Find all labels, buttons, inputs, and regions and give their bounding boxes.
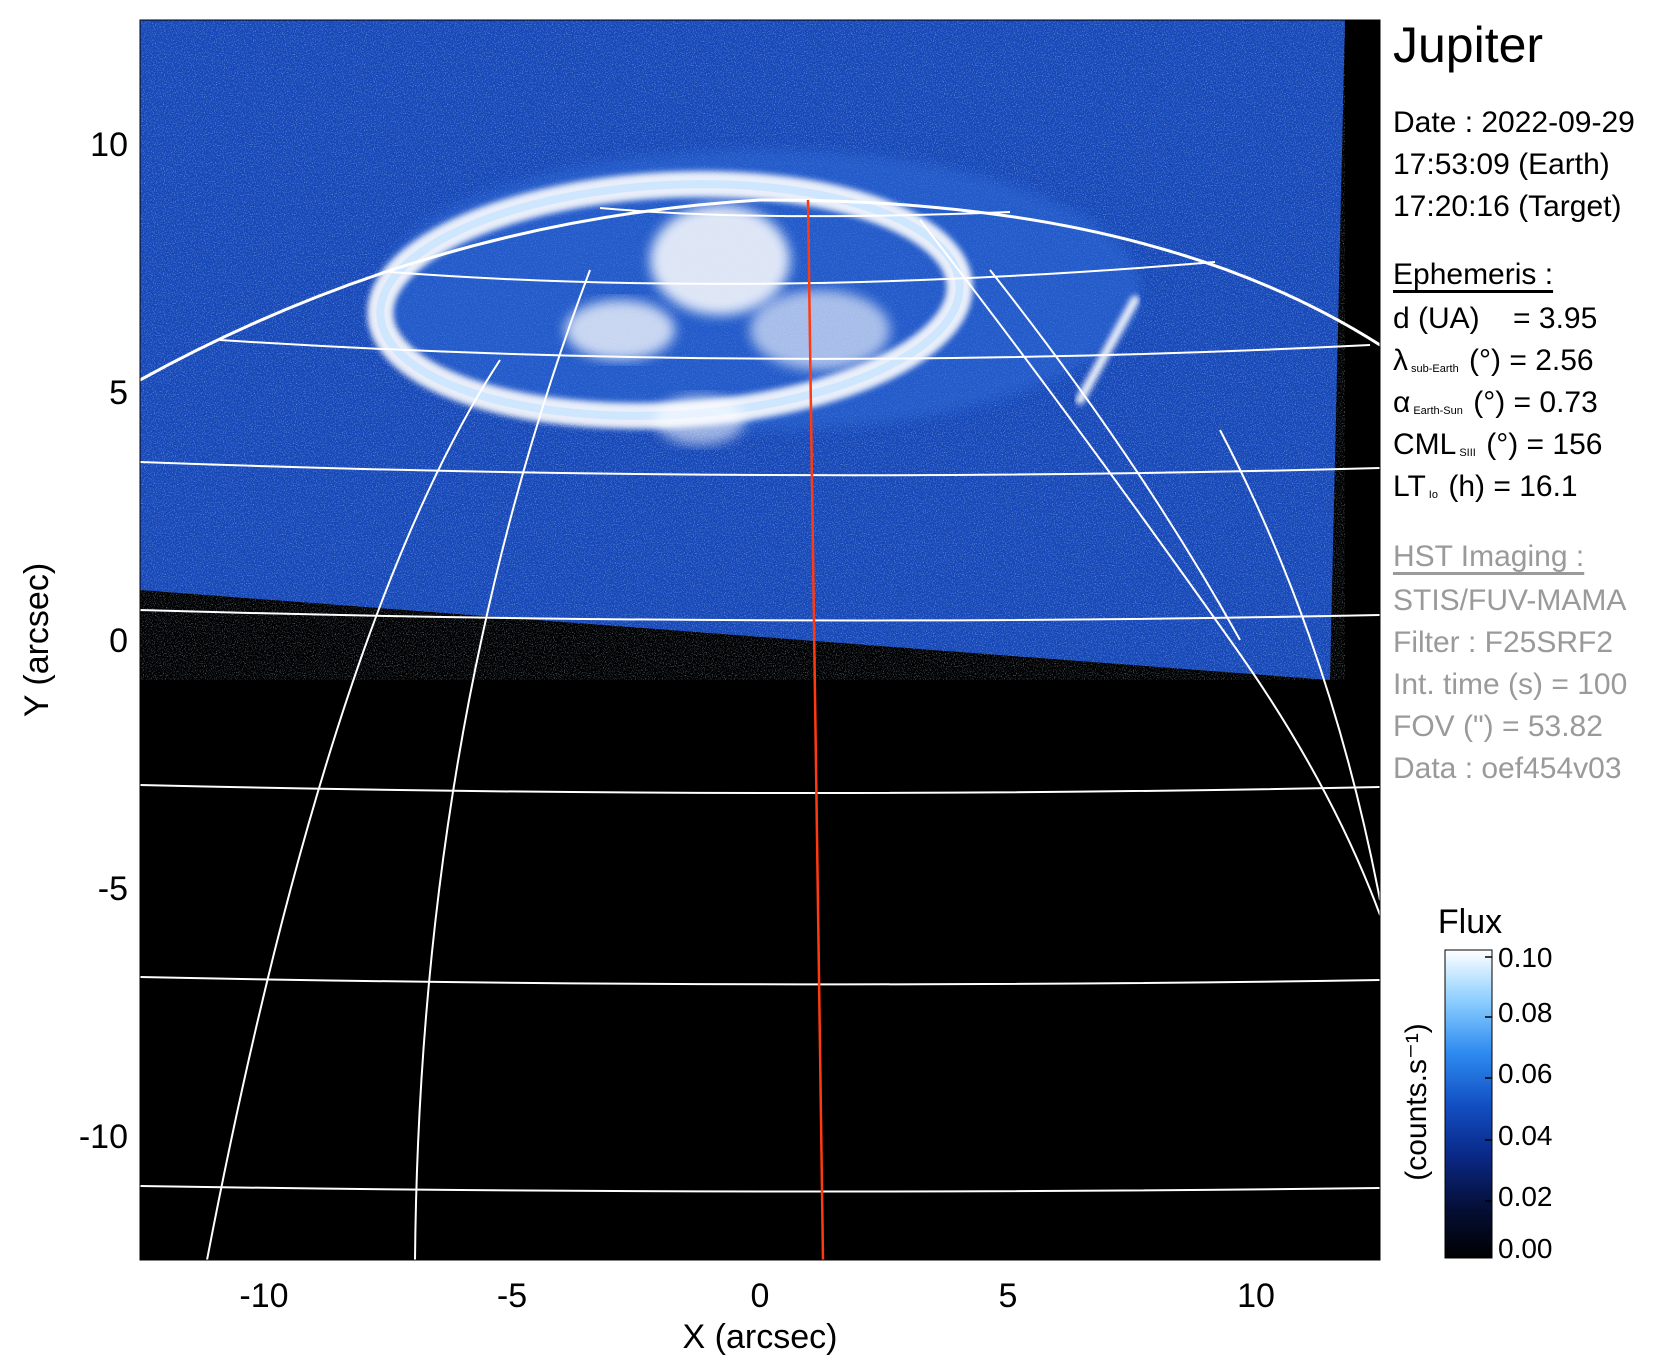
y-tick-label: -10: [79, 1118, 128, 1156]
phase-symbol: α: [1393, 386, 1411, 419]
distance-symbol: d (UA): [1393, 302, 1480, 335]
instrument-data-id: Data : oef454v03: [1393, 752, 1622, 785]
ephemeris-distance: d (UA) = 3.95: [1393, 298, 1597, 340]
colorbar-title: Flux: [1438, 903, 1502, 941]
colorbar-ticks: [1485, 956, 1492, 1202]
lt-value: = 16.1: [1493, 470, 1578, 503]
observation-date: Date : 2022-09-29: [1393, 106, 1635, 139]
latitude-subscript: sub-Earth: [1411, 363, 1459, 375]
lat-lon-grid: [140, 198, 1380, 1260]
cml-symbol: CML: [1393, 428, 1457, 461]
x-tick-label: 0: [751, 1277, 770, 1315]
lt-unit: (h): [1448, 470, 1485, 503]
x-tick-label: -5: [497, 1277, 527, 1315]
target-name: Jupiter: [1393, 17, 1544, 73]
auroral-image: [140, 20, 1380, 1260]
tick-labels: -10 -5 0 5 10 10 5 0 -5 -10: [79, 126, 1275, 1315]
y-tick-label: 0: [109, 622, 128, 660]
ephemeris-phase: α Earth-Sun (°) = 0.73: [1393, 382, 1598, 432]
instrument-filter: Filter : F25SRF2: [1393, 626, 1614, 659]
x-tick-label: 5: [999, 1277, 1018, 1315]
phase-unit: (°): [1473, 386, 1506, 419]
target-time: 17:20:16 (Target): [1393, 190, 1622, 223]
ephemeris-latitude: λ sub-Earth (°) = 2.56: [1393, 340, 1594, 390]
instrument-integration-time: Int. time (s) = 100: [1393, 668, 1628, 701]
latitude-symbol: λ: [1393, 344, 1408, 377]
cml-value: = 156: [1526, 428, 1603, 461]
ephemeris-header: Ephemeris :: [1393, 258, 1554, 291]
colorbar-tick-label: 0.08: [1498, 997, 1553, 1028]
earth-time: 17:53:09 (Earth): [1393, 148, 1610, 181]
colorbar-gradient: [1444, 949, 1493, 1259]
colorbar-tick-labels: 0.10 0.08 0.06 0.04 0.02 0.00: [1498, 942, 1553, 1264]
ephemeris-cml: CML SIII (°) = 156: [1393, 424, 1602, 474]
cml-unit: (°): [1486, 428, 1519, 461]
central-meridian: [806, 199, 825, 1260]
colorbar-tick-label: 0.00: [1498, 1233, 1553, 1264]
colorbar: Flux (counts.s⁻¹) 0.10 0.08 0.06 0.04 0.…: [1400, 903, 1553, 1264]
colorbar-tick-label: 0.10: [1498, 942, 1553, 973]
y-tick-label: -5: [98, 870, 128, 908]
colorbar-tick-label: 0.06: [1498, 1058, 1553, 1089]
phase-subscript: Earth-Sun: [1413, 405, 1463, 417]
y-axis-label: Y (arcsec): [18, 563, 56, 717]
x-tick-label: 10: [1237, 1277, 1275, 1315]
latitude-unit: (°): [1469, 344, 1502, 377]
y-tick-label: 10: [90, 126, 128, 164]
lt-subscript: Io: [1428, 489, 1438, 501]
plot-frame: [139, 19, 1381, 1261]
ephemeris-local-time: LT Io (h) = 16.1: [1393, 466, 1578, 516]
distance-value: = 3.95: [1513, 302, 1598, 335]
auroral-patch: [650, 205, 790, 315]
instrument-fov: FOV (") = 53.82: [1393, 710, 1603, 743]
latitude-value: = 2.56: [1509, 344, 1594, 377]
y-tick-label: 5: [109, 374, 128, 412]
x-axis-label: X (arcsec): [683, 1318, 838, 1356]
auroral-patch: [655, 395, 745, 445]
colorbar-tick-label: 0.02: [1498, 1181, 1553, 1212]
auroral-patch: [565, 300, 675, 360]
instrument-header: HST Imaging :: [1393, 540, 1585, 573]
auroral-patch: [750, 290, 890, 370]
instrument-camera: STIS/FUV-MAMA: [1393, 584, 1627, 617]
x-tick-label: -10: [239, 1277, 288, 1315]
cml-subscript: SIII: [1459, 447, 1476, 459]
lt-symbol: LT: [1393, 470, 1426, 503]
colorbar-tick-label: 0.04: [1498, 1120, 1553, 1151]
io-footprint: [1075, 295, 1140, 405]
colorbar-label: (counts.s⁻¹): [1400, 1023, 1433, 1181]
phase-value: = 0.73: [1513, 386, 1598, 419]
